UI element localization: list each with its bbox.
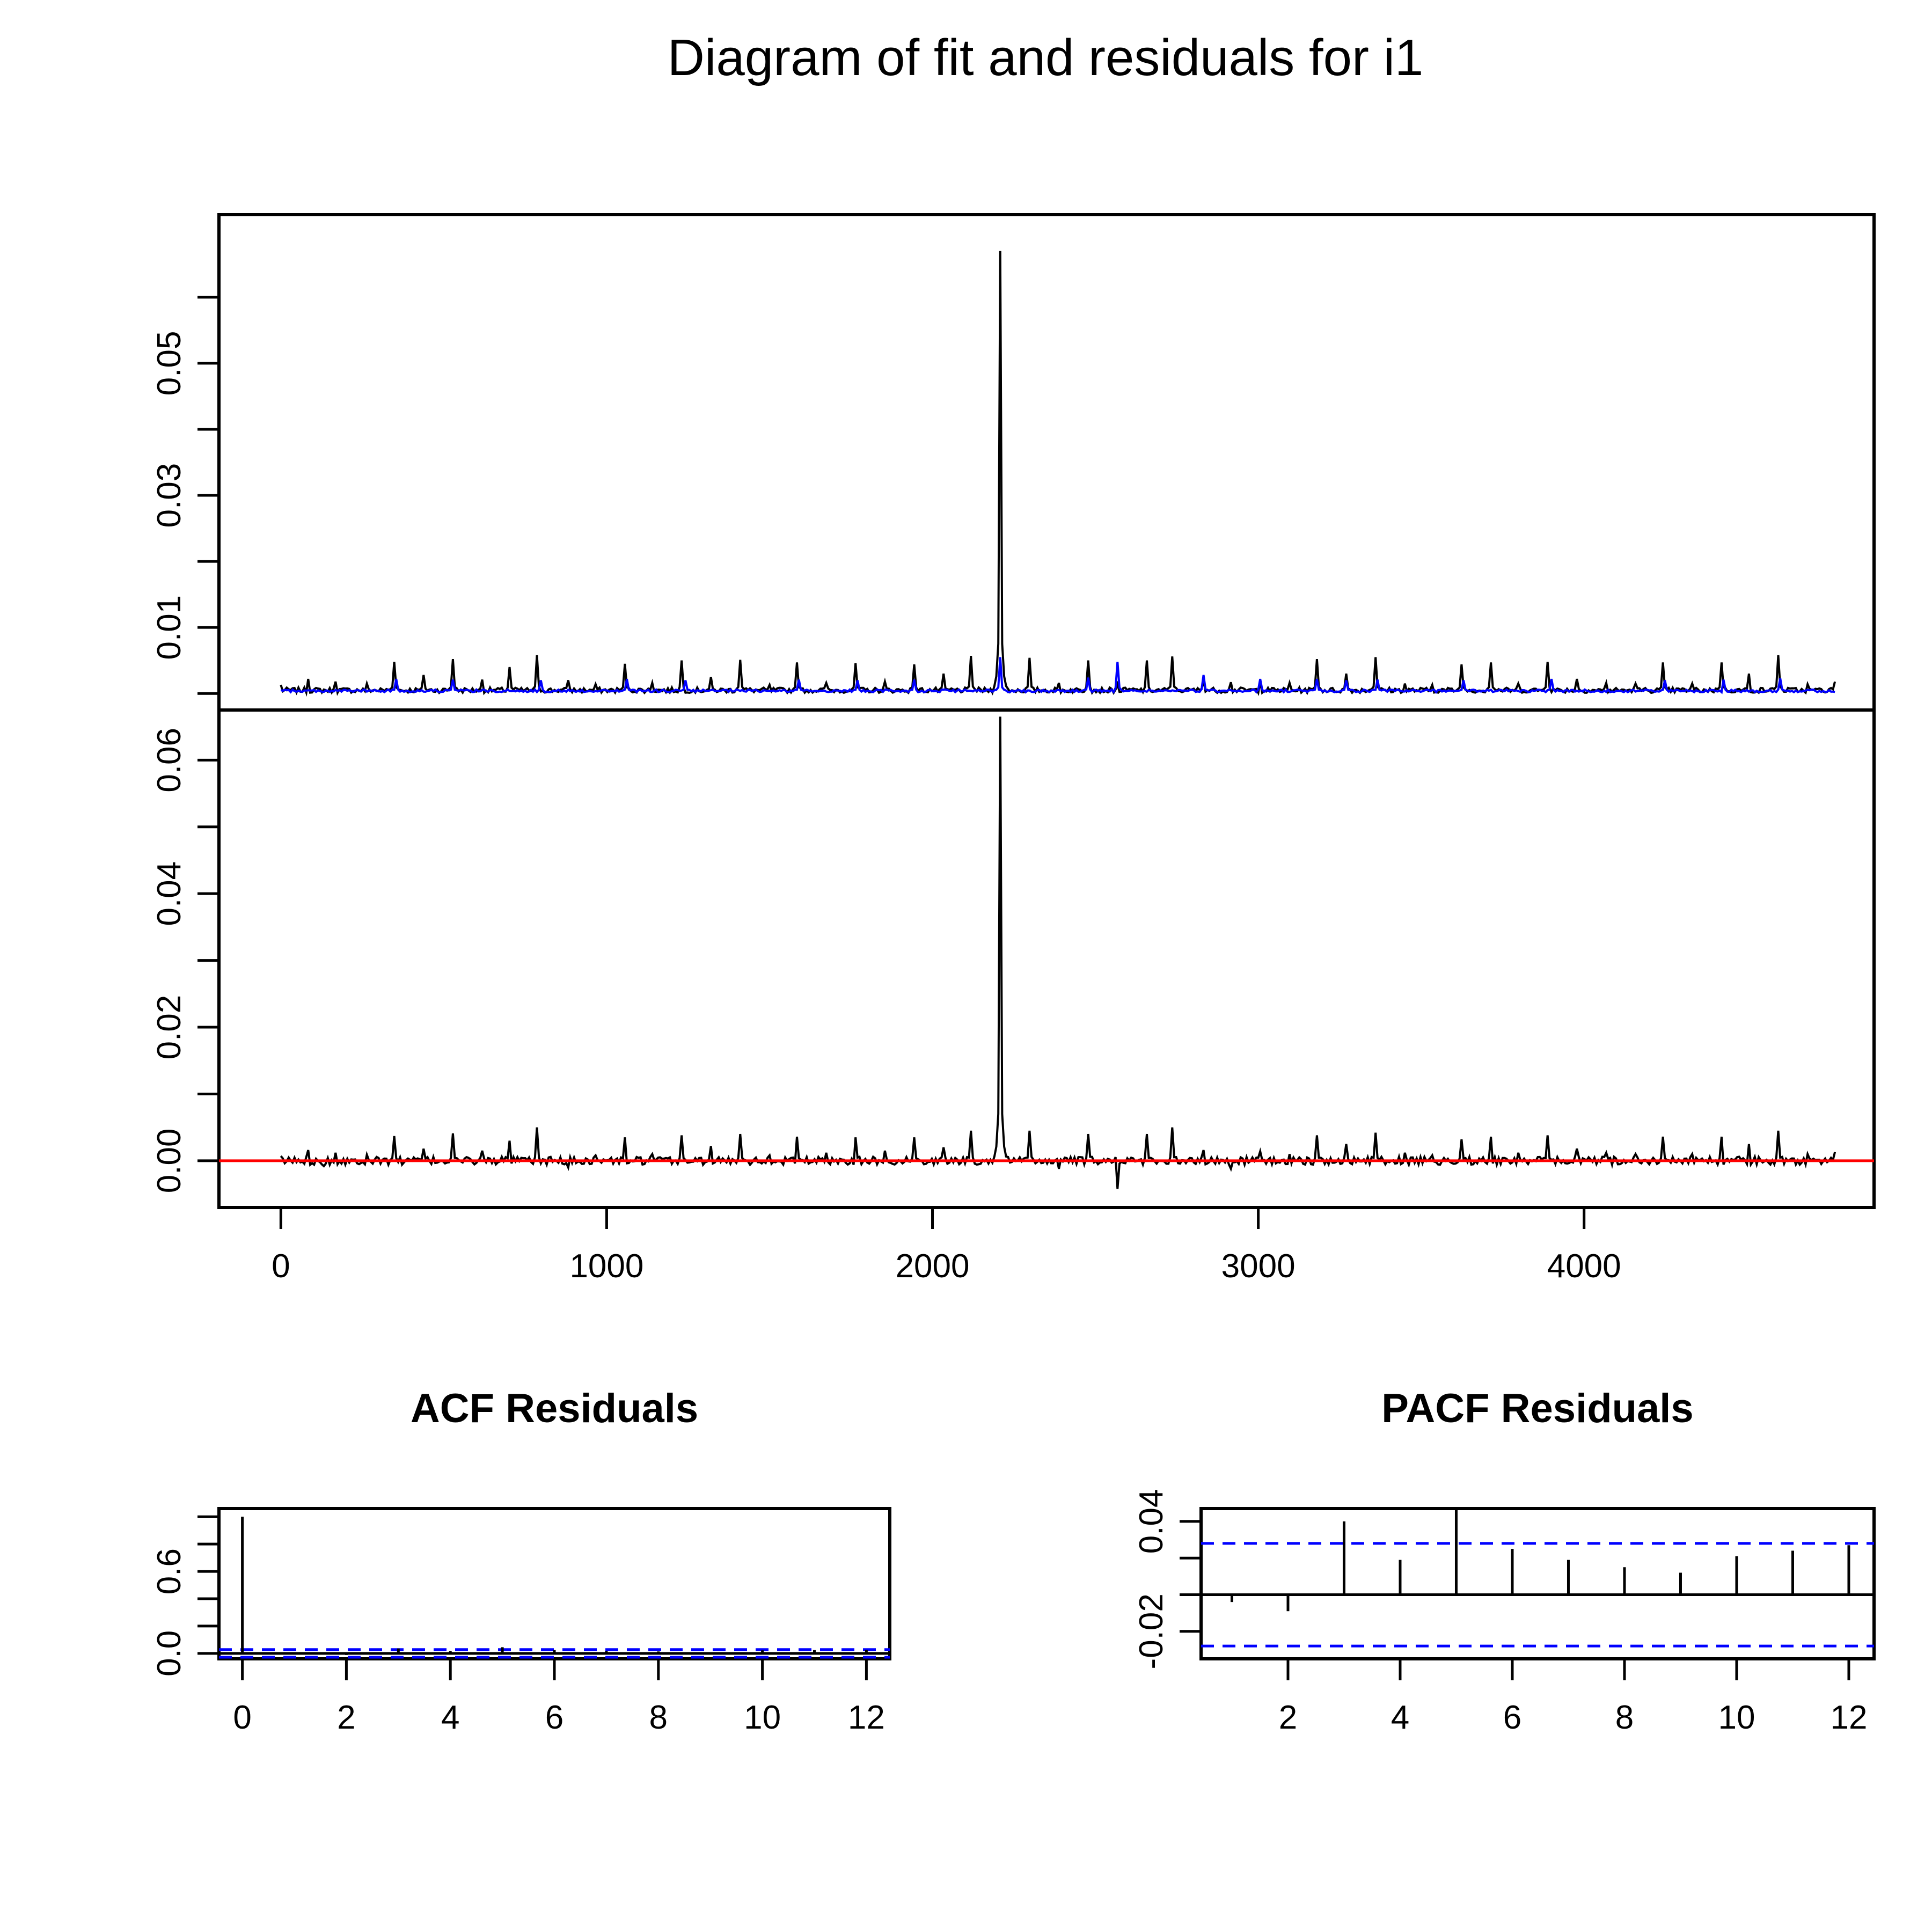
pacf-panel: PACF Residuals -0.02 0.04 2 4 6 8 10 12 [1133,1386,1876,1736]
x-tick-label: 10 [744,1699,781,1736]
y-tick-label: 0.01 [151,595,188,660]
x-tick-label: 8 [1615,1699,1634,1736]
x-tick-label: 10 [1718,1699,1755,1736]
residuals-panel: 0.00 0.02 0.04 0.06 0 1000 2000 3000 4000 [151,708,1876,1285]
y-tick-label: 0.00 [151,1129,188,1194]
acf-panel: ACF Residuals 0.0 0.6 0 2 4 6 8 10 12 [151,1386,891,1736]
acf-title: ACF Residuals [411,1386,698,1431]
x-tick-label: 6 [1503,1699,1521,1736]
x-tick-label: 4 [1391,1699,1409,1736]
y-tick-label: 0.02 [151,995,188,1060]
x-tick-label: 12 [1830,1699,1867,1736]
x-tick-label: 0 [272,1248,290,1285]
x-tick-label: 2 [1279,1699,1297,1736]
figure-title: Diagram of fit and residuals for i1 [668,29,1424,86]
x-tick-label: 2000 [896,1248,970,1285]
x-tick-label: 0 [233,1699,251,1736]
x-tick-label: 3000 [1221,1248,1296,1285]
y-tick-label: 0.05 [151,331,188,396]
y-tick-label: 0.06 [151,728,188,793]
x-tick-label: 12 [848,1699,885,1736]
y-tick-label: 0.04 [1133,1489,1170,1554]
y-tick-label: 0.04 [151,861,188,926]
y-tick-label: 0.0 [151,1630,188,1677]
x-tick-label: 4000 [1547,1248,1621,1285]
x-tick-label: 2 [337,1699,355,1736]
y-tick-label: 0.03 [151,463,188,528]
x-tick-label: 6 [545,1699,564,1736]
x-tick-label: 8 [649,1699,668,1736]
x-tick-label: 1000 [569,1248,643,1285]
pacf-title: PACF Residuals [1381,1386,1693,1431]
x-tick-label: 4 [441,1699,459,1736]
y-tick-label: 0.6 [151,1548,188,1594]
fitted-series-line [280,657,1835,694]
y-tick-label: -0.02 [1133,1593,1170,1669]
pacf-panel-frame [1199,1507,1876,1660]
residuals-panel-frame [217,708,1876,1209]
